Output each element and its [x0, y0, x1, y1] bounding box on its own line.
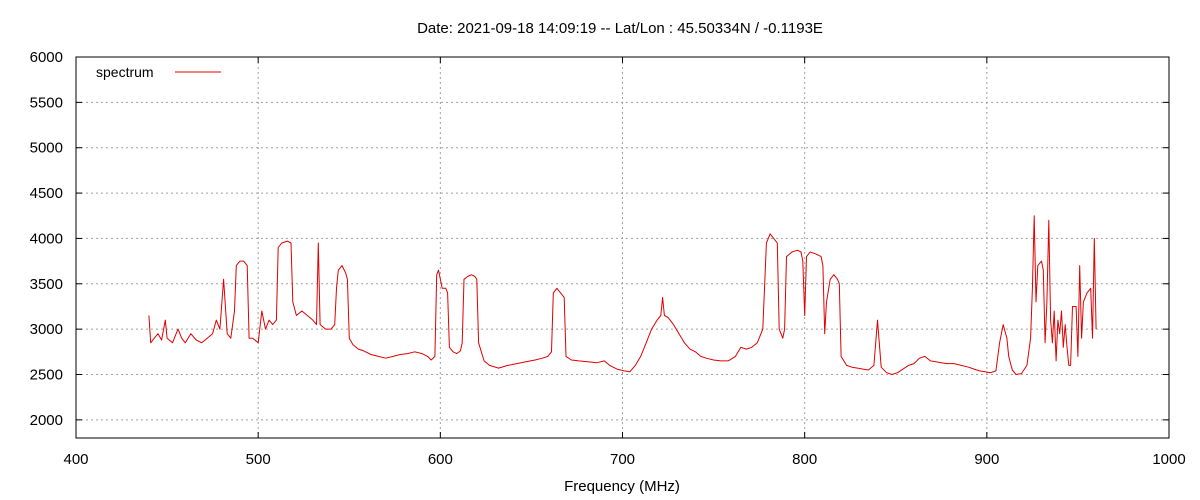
- y-tick-label: 5500: [30, 94, 63, 111]
- x-tick-label: 600: [428, 451, 453, 468]
- x-tick-label: 1000: [1152, 451, 1185, 468]
- y-tick-label: 5000: [30, 140, 63, 157]
- plot-series: [148, 215, 1097, 375]
- y-axis-ticks: 2000 2500 3000 3500 4000 4500 5000 5500 6000: [30, 49, 1169, 429]
- legend-label-spectrum: spectrum: [96, 64, 154, 80]
- x-tick-label: 500: [246, 451, 271, 468]
- x-axis-label: Frequency (MHz): [564, 478, 680, 495]
- y-tick-label: 4500: [30, 185, 63, 202]
- chart-title: Date: 2021-09-18 14:09:19 -- Lat/Lon : 4…: [417, 20, 823, 37]
- x-tick-label: 900: [974, 451, 999, 468]
- y-tick-label: 3500: [30, 276, 63, 293]
- y-tick-label: 2000: [30, 412, 63, 429]
- x-tick-label: 800: [792, 451, 817, 468]
- x-axis-ticks: 400 500 600 700 800 900 1000: [63, 57, 1186, 468]
- x-tick-label: 400: [63, 451, 88, 468]
- y-tick-label: 4000: [30, 230, 63, 247]
- y-tick-label: 3000: [30, 321, 63, 338]
- y-tick-label: 2500: [30, 367, 63, 384]
- gridlines: [75, 56, 1170, 438]
- series-line-spectrum: [148, 215, 1097, 375]
- x-tick-label: 700: [610, 451, 635, 468]
- y-tick-label: 6000: [30, 49, 63, 66]
- legend: spectrum: [96, 64, 221, 80]
- plot-frame: [75, 56, 1170, 439]
